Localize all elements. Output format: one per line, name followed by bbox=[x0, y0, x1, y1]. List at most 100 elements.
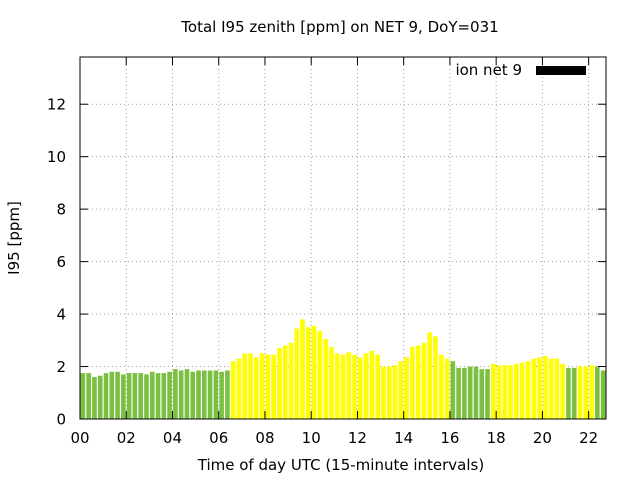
bar bbox=[80, 373, 86, 419]
bar bbox=[144, 374, 149, 419]
x-tick-label: 10 bbox=[302, 429, 321, 447]
bar bbox=[300, 319, 305, 419]
bar bbox=[271, 354, 276, 419]
bar bbox=[265, 354, 271, 419]
bar bbox=[173, 369, 178, 419]
bar bbox=[600, 370, 606, 419]
bar bbox=[190, 371, 196, 419]
bar bbox=[519, 362, 525, 419]
bar bbox=[386, 366, 392, 419]
bar bbox=[566, 367, 571, 419]
bar bbox=[213, 370, 219, 419]
bar bbox=[346, 352, 352, 419]
y-tick-label: 0 bbox=[56, 411, 66, 429]
bar bbox=[161, 373, 167, 419]
bar bbox=[155, 373, 161, 419]
bar bbox=[86, 373, 91, 419]
bar bbox=[323, 338, 328, 419]
bar bbox=[502, 365, 508, 419]
chart-title: Total I95 zenith [ppm] on NET 9, DoY=031 bbox=[180, 18, 498, 36]
bar bbox=[167, 371, 172, 419]
bar bbox=[589, 365, 594, 419]
bar bbox=[496, 365, 502, 419]
bar bbox=[334, 353, 340, 419]
bar bbox=[421, 342, 427, 419]
legend: ion net 9 bbox=[455, 61, 586, 79]
bar bbox=[207, 370, 213, 419]
bar bbox=[398, 361, 404, 419]
bar bbox=[444, 358, 450, 419]
bar bbox=[121, 374, 126, 419]
legend-swatch bbox=[536, 66, 586, 75]
bar bbox=[363, 353, 369, 419]
bar bbox=[282, 345, 288, 419]
y-tick-label: 10 bbox=[47, 148, 66, 166]
bar bbox=[358, 357, 363, 419]
y-tick-label: 2 bbox=[56, 358, 66, 376]
bar bbox=[508, 365, 513, 419]
bar bbox=[514, 363, 519, 419]
bar bbox=[560, 363, 565, 419]
bar bbox=[415, 345, 421, 419]
bar bbox=[253, 357, 259, 419]
bar bbox=[178, 370, 184, 419]
bar bbox=[531, 358, 537, 419]
bar bbox=[149, 371, 155, 419]
y-axis-label: I95 [ppm] bbox=[5, 201, 23, 275]
bar bbox=[438, 354, 444, 419]
bar bbox=[311, 325, 317, 419]
bar bbox=[375, 354, 380, 419]
bar bbox=[242, 353, 248, 419]
bar bbox=[410, 346, 415, 419]
bar bbox=[392, 365, 398, 419]
y-tick-label: 8 bbox=[56, 201, 66, 219]
x-tick-label: 04 bbox=[163, 429, 182, 447]
bar bbox=[450, 361, 456, 419]
bar bbox=[277, 348, 282, 419]
bar bbox=[571, 367, 577, 419]
bar bbox=[554, 358, 560, 419]
bar bbox=[201, 370, 207, 419]
bar bbox=[219, 371, 224, 419]
x-tick-label: 08 bbox=[255, 429, 274, 447]
bars bbox=[80, 319, 606, 419]
bar bbox=[288, 342, 294, 419]
bar bbox=[225, 370, 230, 419]
bar bbox=[230, 361, 236, 419]
bar bbox=[184, 369, 190, 419]
grid bbox=[80, 57, 606, 419]
bar bbox=[97, 375, 103, 419]
x-tick-label: 02 bbox=[117, 429, 136, 447]
bar bbox=[115, 371, 120, 419]
y-tick-label: 6 bbox=[56, 253, 66, 271]
bar bbox=[537, 357, 542, 419]
bar bbox=[306, 327, 311, 419]
y-tick-label: 4 bbox=[56, 306, 66, 324]
bar bbox=[427, 332, 433, 419]
axis-ticks bbox=[79, 57, 606, 420]
bar bbox=[132, 373, 138, 419]
bar bbox=[329, 346, 334, 419]
y-tick-labels: 0 2 4 6 8 10 12 bbox=[47, 96, 66, 429]
x-tick-label: 00 bbox=[70, 429, 89, 447]
bar bbox=[340, 354, 346, 419]
bar bbox=[317, 331, 323, 419]
x-tick-label: 18 bbox=[487, 429, 506, 447]
bar bbox=[490, 363, 496, 419]
legend-label: ion net 9 bbox=[455, 61, 522, 79]
bar bbox=[196, 370, 201, 419]
bar bbox=[404, 357, 409, 419]
plot-frame bbox=[79, 56, 607, 420]
bar bbox=[462, 367, 467, 419]
bar bbox=[236, 358, 242, 419]
y-tick-label: 12 bbox=[47, 96, 66, 114]
bar bbox=[381, 366, 386, 419]
bar bbox=[548, 358, 554, 419]
bar bbox=[456, 367, 461, 419]
bar bbox=[352, 354, 357, 419]
x-axis-label: Time of day UTC (15-minute intervals) bbox=[197, 456, 484, 474]
x-tick-label: 20 bbox=[533, 429, 552, 447]
bar bbox=[126, 373, 132, 419]
x-tick-label: 22 bbox=[579, 429, 598, 447]
